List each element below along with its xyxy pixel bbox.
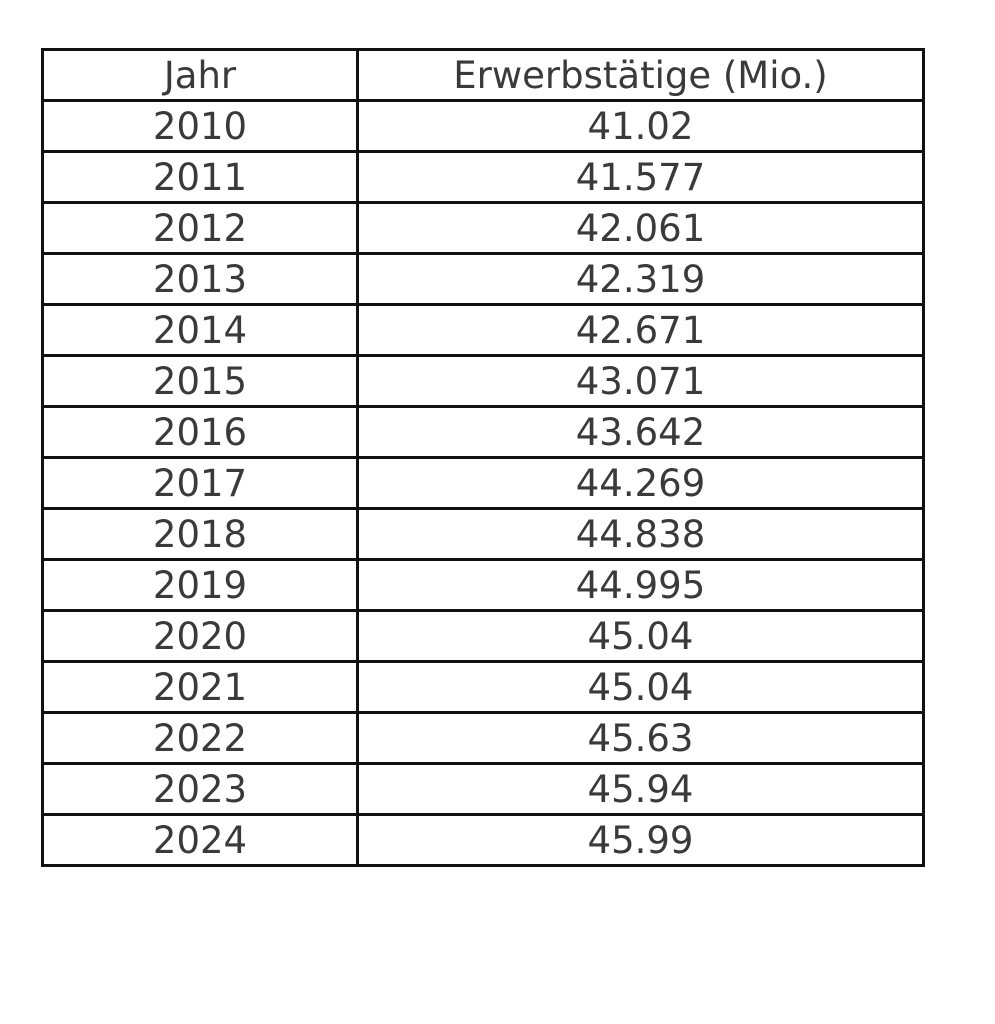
- employed-value-cell: 42.671: [356, 303, 925, 357]
- year-cell: 2013: [41, 252, 359, 306]
- employed-value-cell: 45.63: [356, 711, 925, 765]
- year-cell: 2023: [41, 762, 359, 816]
- column-header-year: Jahr: [41, 48, 359, 102]
- year-cell: 2016: [41, 405, 359, 459]
- employed-value-cell: 42.061: [356, 201, 925, 255]
- year-cell: 2010: [41, 99, 359, 153]
- table-header: Jahr Erwerbstätige (Mio.): [41, 48, 925, 102]
- year-cell: 2021: [41, 660, 359, 714]
- table-row: 2015 43.071: [41, 354, 925, 408]
- table-row: 2020 45.04: [41, 609, 925, 663]
- table-row: 2019 44.995: [41, 558, 925, 612]
- employed-value-cell: 45.99: [356, 813, 925, 867]
- column-header-employed: Erwerbstätige (Mio.): [356, 48, 925, 102]
- year-cell: 2019: [41, 558, 359, 612]
- year-cell: 2017: [41, 456, 359, 510]
- employed-value-cell: 44.269: [356, 456, 925, 510]
- table-row: 2014 42.671: [41, 303, 925, 357]
- employed-value-cell: 45.04: [356, 609, 925, 663]
- employed-value-cell: 42.319: [356, 252, 925, 306]
- year-cell: 2014: [41, 303, 359, 357]
- employed-value-cell: 45.94: [356, 762, 925, 816]
- year-cell: 2015: [41, 354, 359, 408]
- table-row: 2016 43.642: [41, 405, 925, 459]
- table-row: 2010 41.02: [41, 99, 925, 153]
- employed-value-cell: 44.995: [356, 558, 925, 612]
- employed-value-cell: 41.577: [356, 150, 925, 204]
- employed-value-cell: 43.071: [356, 354, 925, 408]
- employed-value-cell: 41.02: [356, 99, 925, 153]
- year-cell: 2011: [41, 150, 359, 204]
- year-cell: 2022: [41, 711, 359, 765]
- table-row: 2012 42.061: [41, 201, 925, 255]
- table-row: 2022 45.63: [41, 711, 925, 765]
- table-row: 2018 44.838: [41, 507, 925, 561]
- header-row: Jahr Erwerbstätige (Mio.): [41, 48, 925, 102]
- employed-value-cell: 43.642: [356, 405, 925, 459]
- year-cell: 2018: [41, 507, 359, 561]
- year-cell: 2020: [41, 609, 359, 663]
- year-cell: 2024: [41, 813, 359, 867]
- table-row: 2024 45.99: [41, 813, 925, 867]
- employed-value-cell: 45.04: [356, 660, 925, 714]
- table-body: 2010 41.02 2011 41.577 2012 42.061 2013 42.319 2…: [41, 99, 925, 867]
- data-table: Jahr Erwerbstätige (Mio.) 2010 41.02 2011 4…: [41, 48, 925, 867]
- table-row: 2021 45.04: [41, 660, 925, 714]
- table-row: 2013 42.319: [41, 252, 925, 306]
- table-row: 2017 44.269: [41, 456, 925, 510]
- year-cell: 2012: [41, 201, 359, 255]
- table-row: 2023 45.94: [41, 762, 925, 816]
- employed-value-cell: 44.838: [356, 507, 925, 561]
- table-row: 2011 41.577: [41, 150, 925, 204]
